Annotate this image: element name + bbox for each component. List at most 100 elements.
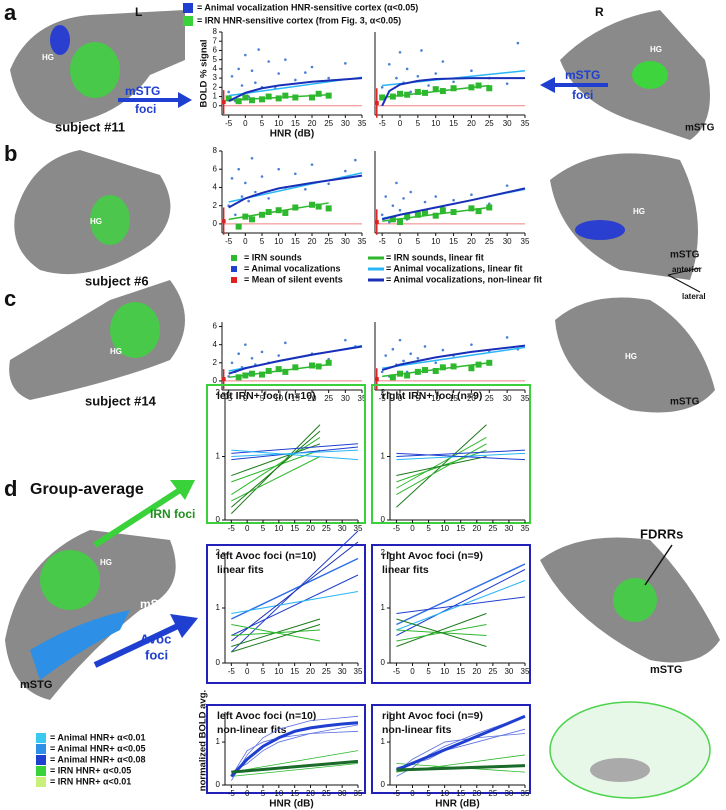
point bbox=[304, 187, 307, 191]
y-tick-label: 0 bbox=[213, 219, 218, 228]
x-tick-label: 25 bbox=[322, 789, 331, 798]
arrow-head bbox=[170, 480, 195, 500]
mean-square bbox=[414, 211, 421, 218]
point bbox=[409, 190, 413, 194]
temporal-lobe bbox=[590, 758, 650, 782]
y-tick-label: 1 bbox=[216, 452, 221, 461]
x-tick-label: 30 bbox=[504, 789, 513, 798]
y-tick-label: 1 bbox=[216, 737, 221, 746]
x-tick-label: 0 bbox=[398, 119, 403, 128]
arrow-label: mSTG bbox=[565, 68, 600, 82]
y-tick-label: 2 bbox=[213, 82, 218, 91]
x-tick-label: 5 bbox=[261, 789, 266, 798]
x-tick-label: 5 bbox=[426, 667, 431, 676]
mean-square bbox=[450, 363, 457, 370]
point bbox=[284, 58, 287, 61]
x-tick-label: 20 bbox=[308, 119, 317, 128]
x-tick-label: 25 bbox=[485, 119, 494, 128]
fit-line bbox=[382, 206, 490, 222]
mean-square bbox=[439, 207, 446, 214]
legend-text: = Mean of silent events bbox=[244, 274, 343, 284]
hg: HG bbox=[625, 352, 637, 361]
mean-square bbox=[325, 359, 332, 366]
group-label: Group-average bbox=[30, 481, 144, 498]
green-patch bbox=[110, 302, 160, 358]
mean-square bbox=[292, 204, 299, 211]
x-tick-label: 30 bbox=[341, 394, 350, 403]
legend-text: = IRN HNR+ α<0.01 bbox=[50, 776, 131, 786]
x-tick-label: 10 bbox=[274, 119, 283, 128]
point bbox=[380, 370, 384, 374]
fit-line bbox=[231, 456, 321, 502]
panel-title: right IRN+ foci (n=9) bbox=[382, 390, 482, 402]
x-tick-label: 10 bbox=[440, 789, 449, 798]
fit-line bbox=[228, 93, 329, 101]
hg: HG bbox=[100, 558, 112, 567]
panel-frame bbox=[206, 384, 366, 524]
fit-line bbox=[231, 724, 359, 773]
x-tick-label: 20 bbox=[308, 394, 317, 403]
panel-title: left Avoc foci (n=10) bbox=[217, 710, 316, 722]
brain-b-right bbox=[550, 153, 698, 280]
mean-square bbox=[265, 367, 272, 374]
panel-title: left IRN+ foci (n=10) bbox=[217, 390, 316, 402]
silent-mean bbox=[374, 377, 379, 382]
hemisphere: L bbox=[135, 5, 142, 19]
fit-line bbox=[230, 715, 359, 781]
mean-square bbox=[315, 203, 322, 210]
brain-c-left bbox=[9, 280, 185, 400]
arrow bbox=[93, 622, 182, 668]
mean-square bbox=[404, 372, 411, 379]
fit-line bbox=[228, 174, 363, 209]
fit-line bbox=[231, 430, 321, 508]
y-tick-label: 0 bbox=[213, 376, 218, 385]
point bbox=[441, 60, 445, 63]
fit-line bbox=[396, 443, 487, 496]
point bbox=[230, 74, 234, 78]
point bbox=[434, 361, 438, 365]
x-tick-label: 10 bbox=[274, 237, 283, 246]
mean-square bbox=[432, 212, 439, 219]
point bbox=[416, 356, 420, 360]
point bbox=[310, 163, 314, 166]
fit-line bbox=[396, 733, 526, 773]
arrow-label: foci bbox=[135, 102, 156, 116]
x-tick-label: 30 bbox=[503, 119, 512, 128]
fit-line bbox=[381, 77, 525, 107]
x-tick-label: 20 bbox=[306, 667, 315, 676]
brain-c-right bbox=[555, 297, 715, 413]
mean-square bbox=[422, 209, 428, 216]
x-tick-label: -5 bbox=[379, 237, 387, 246]
mean-square bbox=[397, 219, 403, 226]
point bbox=[384, 354, 388, 357]
legend-text: = Animal vocalizations, non-linear fit bbox=[386, 274, 542, 284]
x-tick-label: 30 bbox=[504, 524, 513, 533]
x-tick-label: 5 bbox=[261, 524, 266, 533]
mean-square bbox=[475, 82, 482, 89]
subject: subject #14 bbox=[85, 393, 157, 408]
fit-line bbox=[228, 77, 363, 103]
y-tick-label: 6 bbox=[213, 322, 218, 331]
point bbox=[247, 199, 250, 203]
panel-label: c bbox=[4, 286, 16, 311]
x-tick-label: 25 bbox=[324, 237, 333, 246]
mean-square bbox=[292, 94, 299, 101]
point bbox=[398, 208, 402, 212]
point bbox=[244, 343, 247, 346]
x-tick-label: 0 bbox=[243, 394, 248, 403]
mean-square bbox=[325, 92, 332, 99]
fit-line bbox=[396, 764, 526, 772]
point bbox=[260, 350, 264, 354]
point bbox=[237, 167, 240, 171]
hg: HG bbox=[650, 45, 662, 54]
panel-frame bbox=[206, 544, 366, 684]
fit-line bbox=[231, 591, 359, 614]
point bbox=[354, 158, 357, 162]
panel-subtitle: non-linear fits bbox=[382, 724, 452, 736]
x-tick-label: 35 bbox=[521, 119, 530, 128]
point bbox=[441, 348, 445, 352]
legend-swatch bbox=[183, 16, 193, 26]
panel-frame bbox=[371, 384, 531, 524]
mstg: mSTG bbox=[685, 123, 715, 134]
mean-square bbox=[450, 85, 457, 92]
